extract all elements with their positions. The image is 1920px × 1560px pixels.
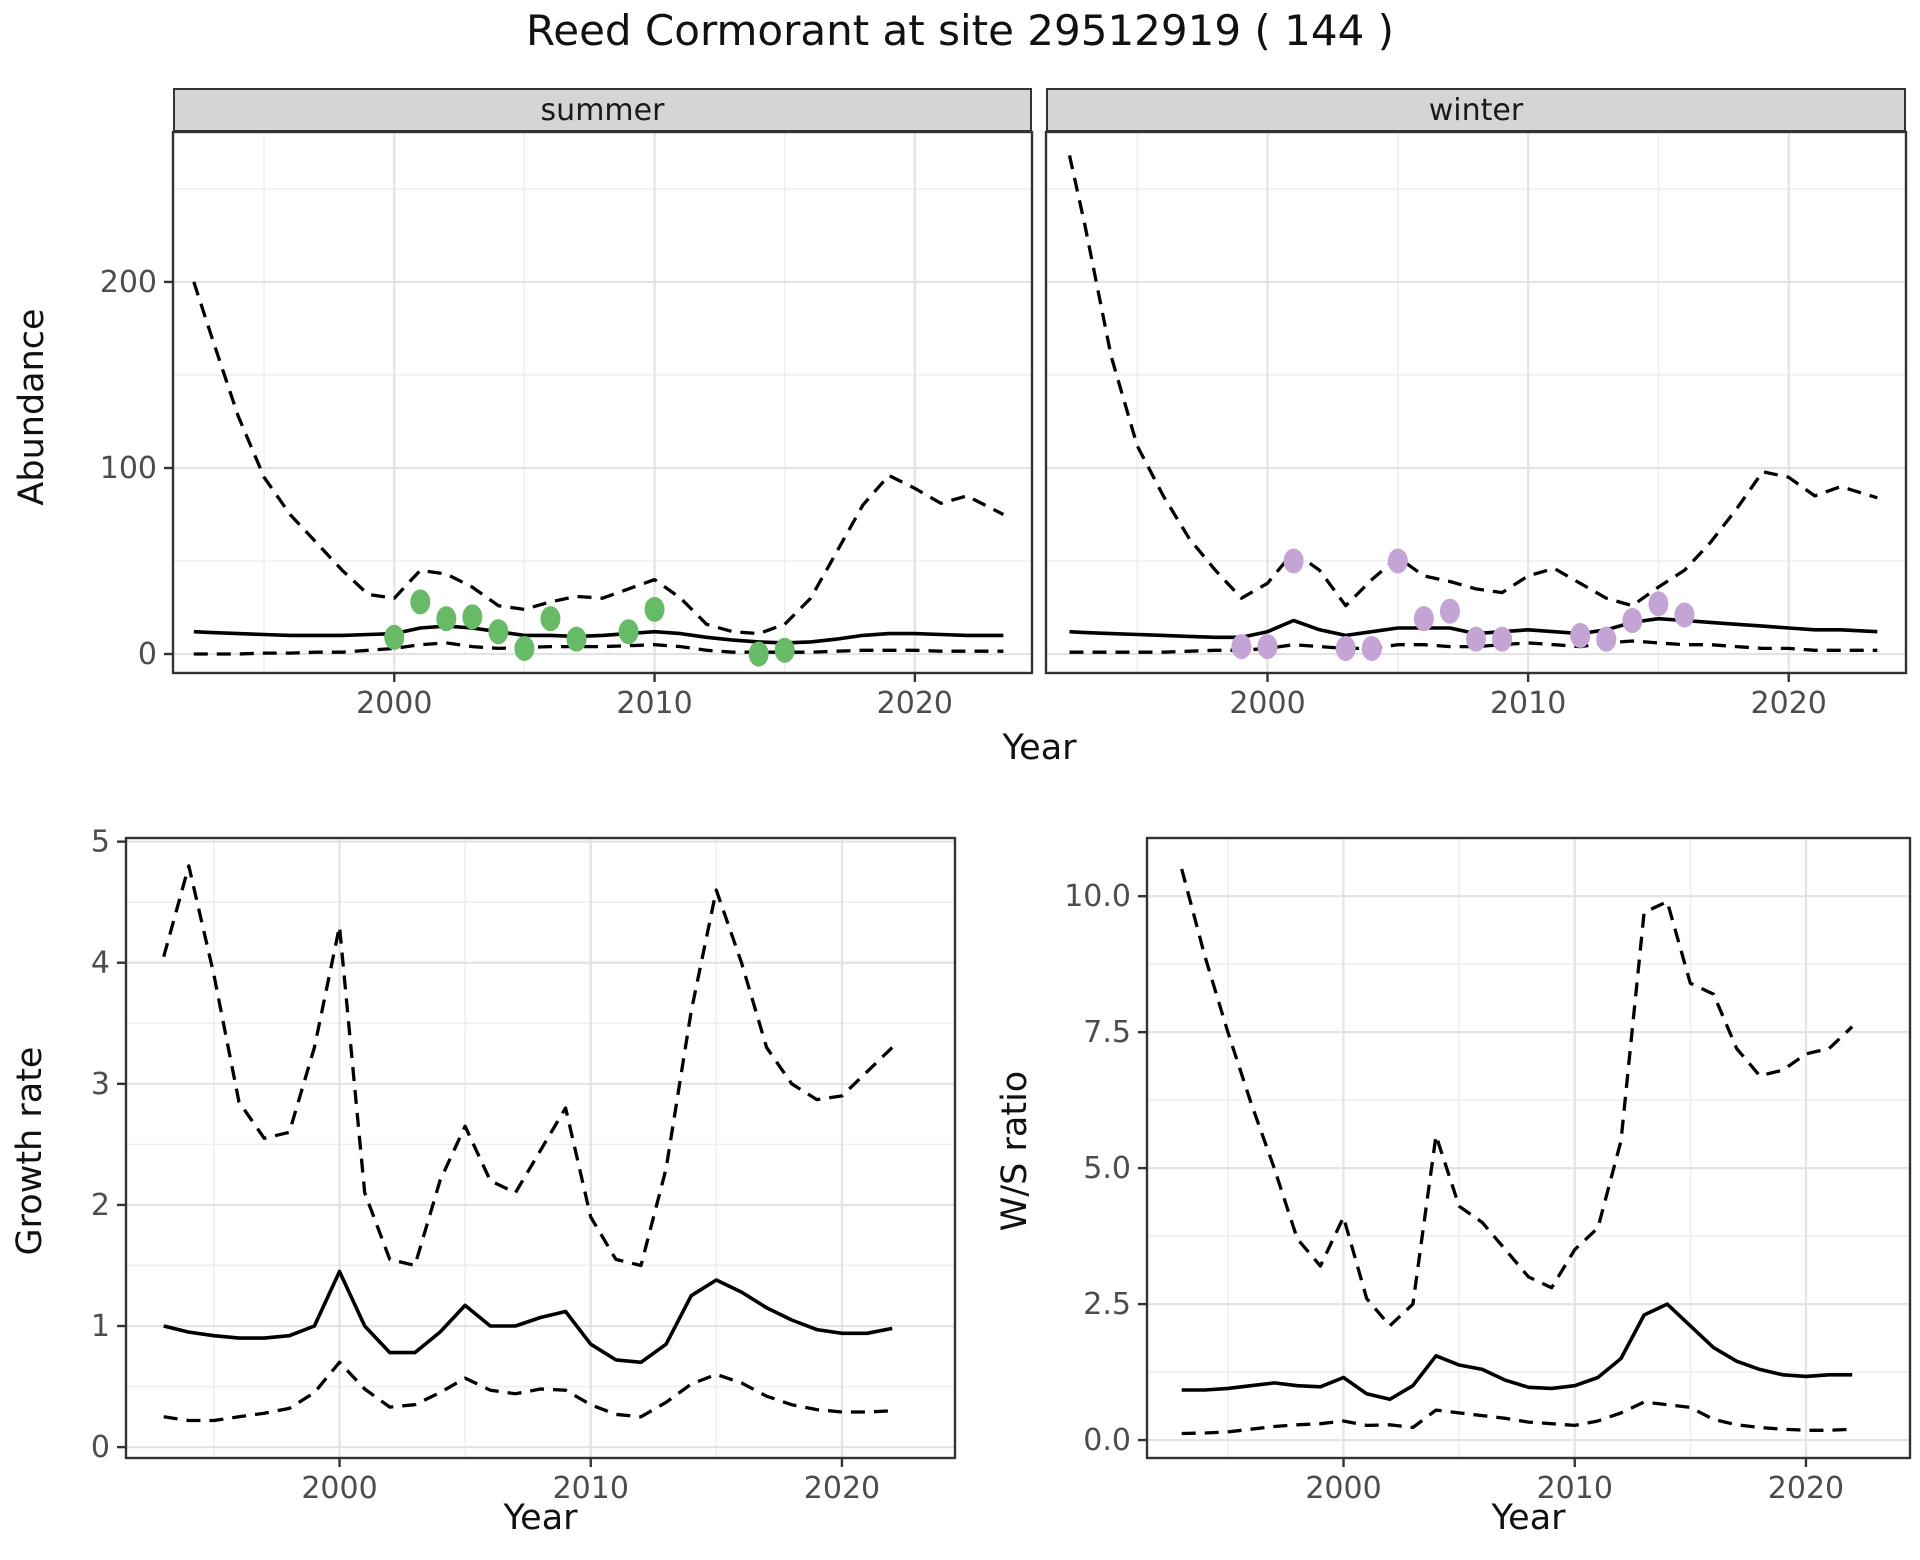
observed_counts_summer-point (644, 596, 665, 622)
observed_counts_summer-point (436, 606, 457, 632)
growth_rate-upper_ci-line (162, 864, 894, 1268)
abundance_summer-panel-border (171, 130, 1034, 675)
ws_ratio-y-tick-label: 5.0 (1083, 1151, 1131, 1186)
abundance_winter-x-tick-label: 2000 (1229, 686, 1305, 721)
growth_rate-y-tick-label: 2 (91, 1188, 110, 1223)
abundance_winter-panel-bg (1046, 132, 1906, 673)
observed_counts_winter-point (1674, 602, 1695, 628)
observed_counts_winter-point (1283, 548, 1304, 574)
growth_rate-y-tick-label: 0 (91, 1430, 110, 1465)
abundance_summer-upper_ci-line (192, 281, 1005, 636)
facet-strip-summer: summer (173, 88, 1032, 132)
growth_rate-x-tick-label: 2020 (804, 1471, 880, 1506)
x-axis-title-ws-ratio: Year (1491, 1498, 1566, 1538)
observed_counts_winter-point (1622, 608, 1643, 634)
observed_counts_summer-point (618, 619, 639, 645)
observed_counts_summer-point (488, 619, 509, 645)
observed_counts_summer-point (748, 641, 769, 667)
observed_counts_winter-point (1596, 626, 1617, 652)
observed_counts_winter-point (1257, 634, 1278, 660)
y-axis-title-growth-rate: Growth rate (10, 1046, 50, 1256)
chart-title: Reed Cormorant at site 29512919 ( 144 ) (525, 6, 1395, 55)
abundance_winter-median_fit-line (1069, 616, 1878, 640)
ws_ratio-x-tick-label: 2000 (1305, 1471, 1381, 1506)
observed_counts_summer-point (384, 624, 405, 650)
ws_ratio-x-tick-label: 2010 (1537, 1471, 1613, 1506)
y-axis-title-abundance: Abundance (12, 308, 52, 506)
ws_ratio-upper_ci-line (1180, 868, 1854, 1328)
growth_rate-median_fit-line (163, 1269, 893, 1365)
abundance_summer-x-tick-label: 2020 (877, 686, 953, 721)
facet-strip-winter-label: winter (1428, 92, 1524, 128)
observed_counts_winter-point (1570, 622, 1591, 648)
ws_ratio-y-tick-label: 0.0 (1083, 1423, 1131, 1458)
observed_counts_winter-point (1466, 626, 1486, 652)
observed_counts_winter-point (1335, 635, 1356, 661)
abundance_summer-y-tick-label: 100 (100, 451, 157, 486)
observed_counts_summer-point (566, 626, 587, 652)
ws_ratio-panel-bg (1147, 838, 1910, 1458)
abundance_winter-x-tick-label: 2020 (1751, 686, 1827, 721)
abundance_summer-lower_ci-line (193, 641, 1004, 656)
observed_counts_winter-point (1387, 548, 1408, 574)
x-axis-title-top: Year (1002, 728, 1077, 768)
observed_counts_summer-point (462, 604, 483, 630)
abundance_summer-median_fit-line (193, 624, 1004, 645)
growth_rate-lower_ci-line (163, 1360, 893, 1423)
growth_rate-x-tick-label: 2010 (553, 1471, 629, 1506)
abundance_summer-y-tick-label: 0 (138, 637, 157, 672)
observed_counts_winter-point (1648, 591, 1669, 617)
ws_ratio-median_fit-line (1181, 1302, 1853, 1402)
growth_rate-x-tick-label: 2000 (301, 1471, 377, 1506)
growth_rate-y-tick-label: 3 (91, 1067, 110, 1102)
growth_rate-y-tick-label: 4 (91, 946, 110, 981)
observed_counts_winter-point (1361, 635, 1382, 661)
ws_ratio-y-tick-label: 7.5 (1083, 1015, 1131, 1050)
observed_counts_winter-point (1413, 606, 1434, 632)
growth_rate-y-tick-label: 1 (91, 1309, 110, 1344)
growth_rate-y-tick-label: 5 (91, 825, 110, 860)
observed_counts_summer-point (774, 637, 795, 663)
abundance_summer-x-tick-label: 2010 (616, 686, 692, 721)
ws_ratio-y-tick-label: 10.0 (1064, 879, 1131, 914)
facet-strip-summer-label: summer (540, 92, 665, 128)
abundance_winter-lower_ci-line (1069, 639, 1878, 654)
x-axis-title-growth-rate: Year (503, 1498, 578, 1538)
abundance_summer-y-tick-label: 200 (100, 265, 157, 300)
observed_counts_summer-point (514, 635, 535, 661)
abundance_winter-panel-border (1044, 130, 1908, 675)
observed_counts_winter-point (1492, 626, 1513, 652)
observed_counts_summer-point (540, 606, 561, 632)
facet-strip-winter: winter (1046, 88, 1906, 132)
y-axis-title-ws-ratio: W/S ratio (995, 1070, 1035, 1232)
ws_ratio-panel-border (1145, 836, 1912, 1460)
ws_ratio-x-tick-label: 2020 (1768, 1471, 1844, 1506)
observed_counts_winter-point (1439, 598, 1460, 624)
observed_counts_winter-point (1231, 634, 1252, 660)
abundance_summer-x-tick-label: 2000 (356, 686, 432, 721)
abundance_winter-x-tick-label: 2010 (1490, 686, 1566, 721)
observed_counts_summer-point (410, 589, 431, 615)
growth_rate-panel-border (124, 836, 957, 1460)
ws_ratio-y-tick-label: 2.5 (1083, 1287, 1131, 1322)
abundance_summer-panel-bg (173, 132, 1032, 673)
